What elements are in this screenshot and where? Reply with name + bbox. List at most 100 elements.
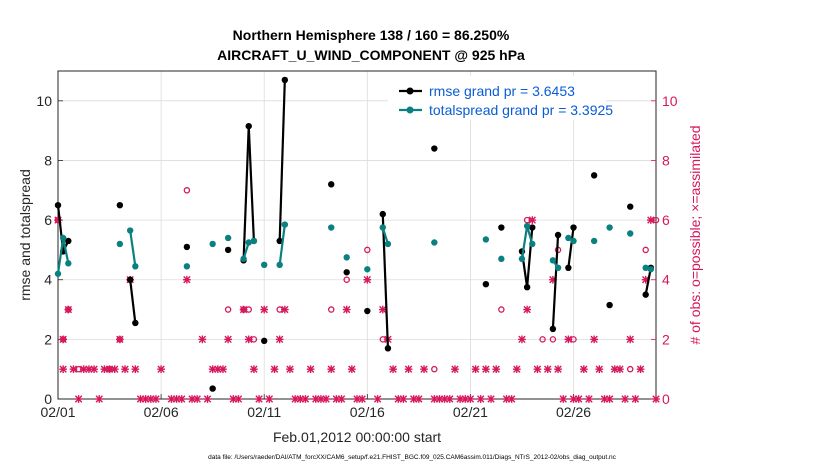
series-0-segment [242,126,250,261]
series-0-segment [129,279,137,324]
series-1-point [498,255,505,263]
chart-subtitle: AIRCRAFT_U_WIND_COMPONENT @ 925 hPa [217,47,525,63]
series-0-point [379,210,386,218]
series-0-point [384,345,392,352]
obs-assimilated-marker [404,365,413,374]
series-0-segment [278,79,286,241]
obs-assimilated-marker [203,395,212,403]
obs-assimilated-marker [626,335,635,344]
series-0-point [565,264,572,271]
obs-assimilated-marker [543,365,552,374]
obs-assimilated-marker [59,365,67,374]
y-tick-label: 6 [44,212,52,228]
y-right-tick-label: 8 [662,152,670,168]
series-1-point [276,261,283,269]
obs-assimilated-marker [652,395,660,403]
y-right-tick-label: 10 [662,93,678,109]
series-0-point [245,122,252,130]
series-1-point [523,222,531,230]
y-tick-label: 8 [44,152,52,168]
obs-assimilated-marker [244,335,253,344]
series-0-segment [247,126,255,242]
obs-assimilated-marker [523,305,531,314]
series-0-point [328,181,335,188]
obs-assimilated-marker [116,335,124,344]
obs-assimilated-marker [260,305,269,314]
series-0-point [261,337,268,345]
obs-assimilated-marker [518,335,526,344]
series-1-point [261,261,268,269]
obs-possible-marker [183,187,191,194]
obs-assimilated-marker [219,365,227,374]
series-1-point [627,230,634,237]
obs-assimilated-marker [255,395,263,403]
plot-area-frame [57,70,657,400]
obs-assimilated-marker [373,395,382,403]
series-1-point [606,224,613,231]
series-0-point [529,224,536,231]
y-tick-label: 0 [44,391,52,407]
obs-assimilated-marker [157,365,165,374]
obs-assimilated-marker [358,395,366,403]
obs-assimilated-marker [616,365,624,374]
y-axis-label: rmse and totalspread [17,169,33,301]
series-0-point [343,269,350,276]
obs-assimilated-marker [595,365,604,374]
obs-assimilated-marker [492,365,501,374]
series-1-point [59,234,67,242]
obs-assimilated-marker [533,365,542,374]
obs-assimilated-marker [574,395,583,403]
obs-assimilated-marker [234,395,243,403]
series-1-point [647,266,655,273]
series-1-point [384,240,392,248]
obs-assimilated-marker [95,395,104,403]
legend-rmse-marker [406,87,414,95]
y-axis-right-label: # of obs: o=possible; ×=assimilated [687,125,703,344]
obs-assimilated-marker [445,395,454,403]
obs-assimilated-marker [512,365,521,374]
series-0-point [65,237,72,245]
series-1-point [126,227,134,234]
obs-assimilated-marker [585,395,593,403]
obs-assimilated-marker [131,365,140,374]
series-0-point [590,172,598,179]
series-1-segment [56,237,65,274]
obs-possible-marker [327,306,335,313]
obs-assimilated-marker [487,395,495,403]
obs-assimilated-marker [270,365,279,374]
series-0-point [183,243,191,251]
obs-possible-marker [549,336,557,343]
series-0-point [606,301,613,309]
series-1-point [379,224,386,231]
series-1-point [554,264,562,271]
series-1-point [518,255,526,263]
y-tick-label: 4 [44,272,52,288]
obs-assimilated-marker [280,305,289,314]
series-0-point [276,237,283,245]
series-0-point [126,276,134,283]
obs-possible-marker [224,306,232,313]
x-tick-label: 02/16 [350,404,385,420]
obs-assimilated-marker [466,395,475,403]
x-tick-label: 02/11 [247,404,281,420]
obs-assimilated-marker [342,305,351,314]
obs-assimilated-marker [110,365,119,374]
obs-assimilated-marker [554,365,562,374]
obs-assimilated-marker [399,395,408,403]
obs-assimilated-marker [306,365,315,374]
legend-spread-label: totalspread grand pr = 3.3925 [429,102,613,118]
x-axis-label: Feb.01,2012 00:00:00 start [273,429,441,445]
legend-rmse-label: rmse grand pr = 3.6453 [429,83,575,99]
series-1-point [431,239,438,246]
obs-assimilated-marker [183,275,191,284]
series-0-point [209,385,216,392]
obs-assimilated-marker [74,395,83,403]
obs-assimilated-marker [507,395,516,403]
obs-assimilated-marker [631,395,640,403]
legend: rmse grand pr = 3.6453 totalspread grand… [388,76,613,120]
obs-assimilated-marker [389,365,397,374]
series-1-point [183,263,191,270]
obs-possible-marker [626,365,634,373]
series-1-point [364,266,371,273]
